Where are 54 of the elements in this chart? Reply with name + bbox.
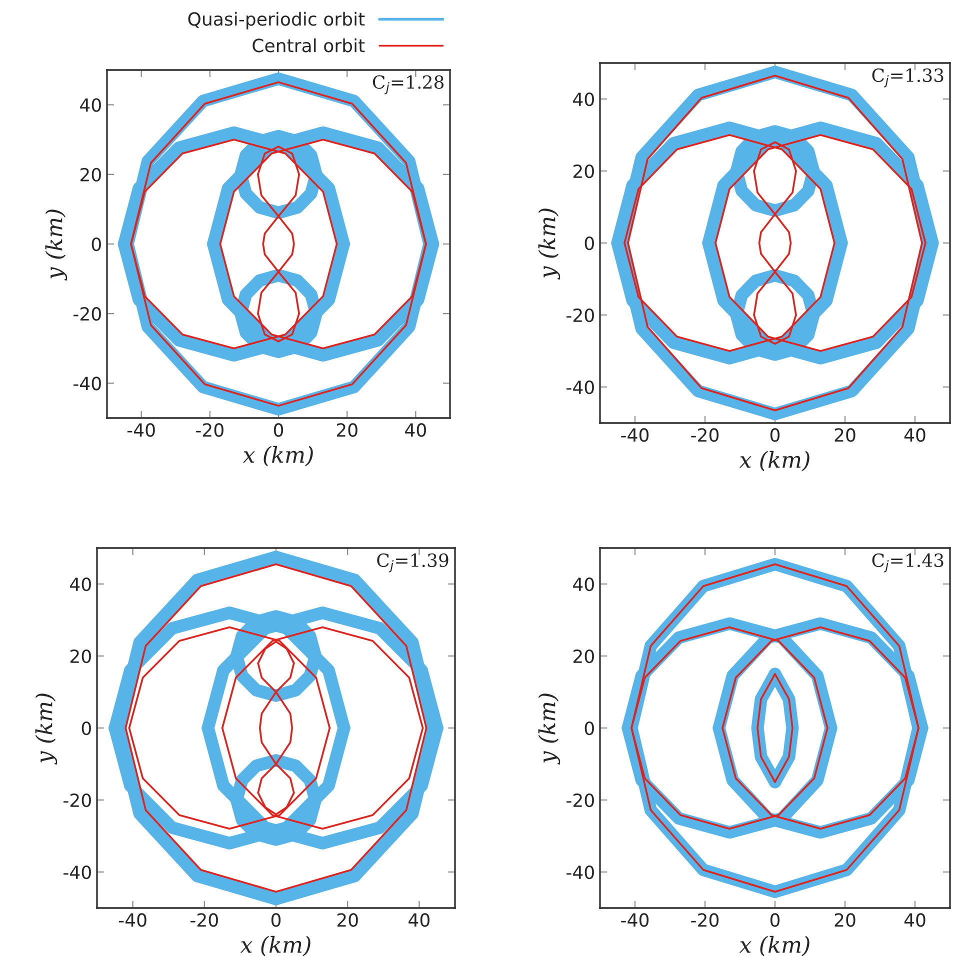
x-tick-label: 20	[834, 428, 856, 442]
y-tick-label: -20	[566, 793, 594, 808]
x-tick-label: -20	[190, 913, 218, 927]
legend-label: Quasi-periodic orbit	[188, 12, 365, 30]
y-tick-label: 0	[584, 721, 594, 736]
y-tick-label: 0	[82, 721, 91, 736]
x-tick-label: -20	[691, 913, 719, 927]
x-tick-label: 0	[274, 423, 284, 437]
y-tick-label: -40	[566, 865, 594, 880]
x-tick-label: 20	[337, 913, 358, 927]
x-tick-label: 40	[904, 428, 926, 442]
x-tick-label: -40	[621, 428, 649, 442]
x-axis-title: x (km)	[739, 936, 810, 956]
legend-label: Central orbit	[252, 38, 365, 52]
y-tick-label: 0	[584, 236, 594, 250]
x-tick-label: 40	[904, 913, 926, 927]
x-tick-label: -20	[691, 428, 719, 442]
annotation: C$_{j}$=1.28	[372, 75, 444, 94]
y-tick-label: 40	[573, 92, 594, 106]
y-tick-label: -40	[74, 376, 101, 390]
y-tick-label: -40	[566, 380, 594, 394]
y-tick-label: 20	[573, 164, 594, 178]
annotation: C$_{j}$=1.33	[872, 68, 944, 88]
x-tick-label: -20	[196, 423, 224, 437]
x-tick-label: 0	[770, 913, 780, 927]
y-tick-label: 40	[70, 577, 91, 592]
x-axis-title: x (km)	[242, 446, 313, 466]
y-tick-label: -20	[566, 308, 594, 322]
y-tick-label: 40	[80, 98, 101, 112]
y-tick-label: 20	[80, 168, 101, 182]
y-axis-title: y (km)	[45, 210, 68, 281]
y-tick-label: 0	[92, 237, 101, 252]
annotation: C$_{j}$=1.39	[377, 553, 448, 572]
y-tick-label: 40	[573, 577, 594, 592]
x-tick-label: 20	[336, 423, 358, 437]
x-axis-title: x (km)	[240, 936, 310, 956]
x-tick-label: 0	[271, 913, 281, 927]
x-tick-label: 20	[834, 913, 856, 927]
y-tick-label: -20	[64, 793, 91, 808]
x-tick-label: 40	[405, 423, 426, 437]
y-axis-title: y (km)	[35, 694, 58, 765]
x-tick-label: -40	[127, 423, 155, 437]
x-tick-label: -40	[621, 913, 649, 927]
x-tick-label: 0	[770, 428, 780, 442]
x-tick-label: -40	[118, 913, 146, 927]
annotation: C$_{j}$=1.43	[872, 553, 944, 572]
y-tick-label: 20	[70, 649, 91, 664]
y-axis-title: y (km)	[538, 208, 560, 280]
x-tick-label: 40	[408, 913, 430, 927]
y-axis-title: y (km)	[538, 694, 560, 765]
y-tick-label: 20	[573, 649, 594, 664]
y-tick-label: -40	[64, 865, 91, 880]
y-tick-label: -20	[74, 307, 101, 321]
x-axis-title: x (km)	[739, 450, 810, 472]
